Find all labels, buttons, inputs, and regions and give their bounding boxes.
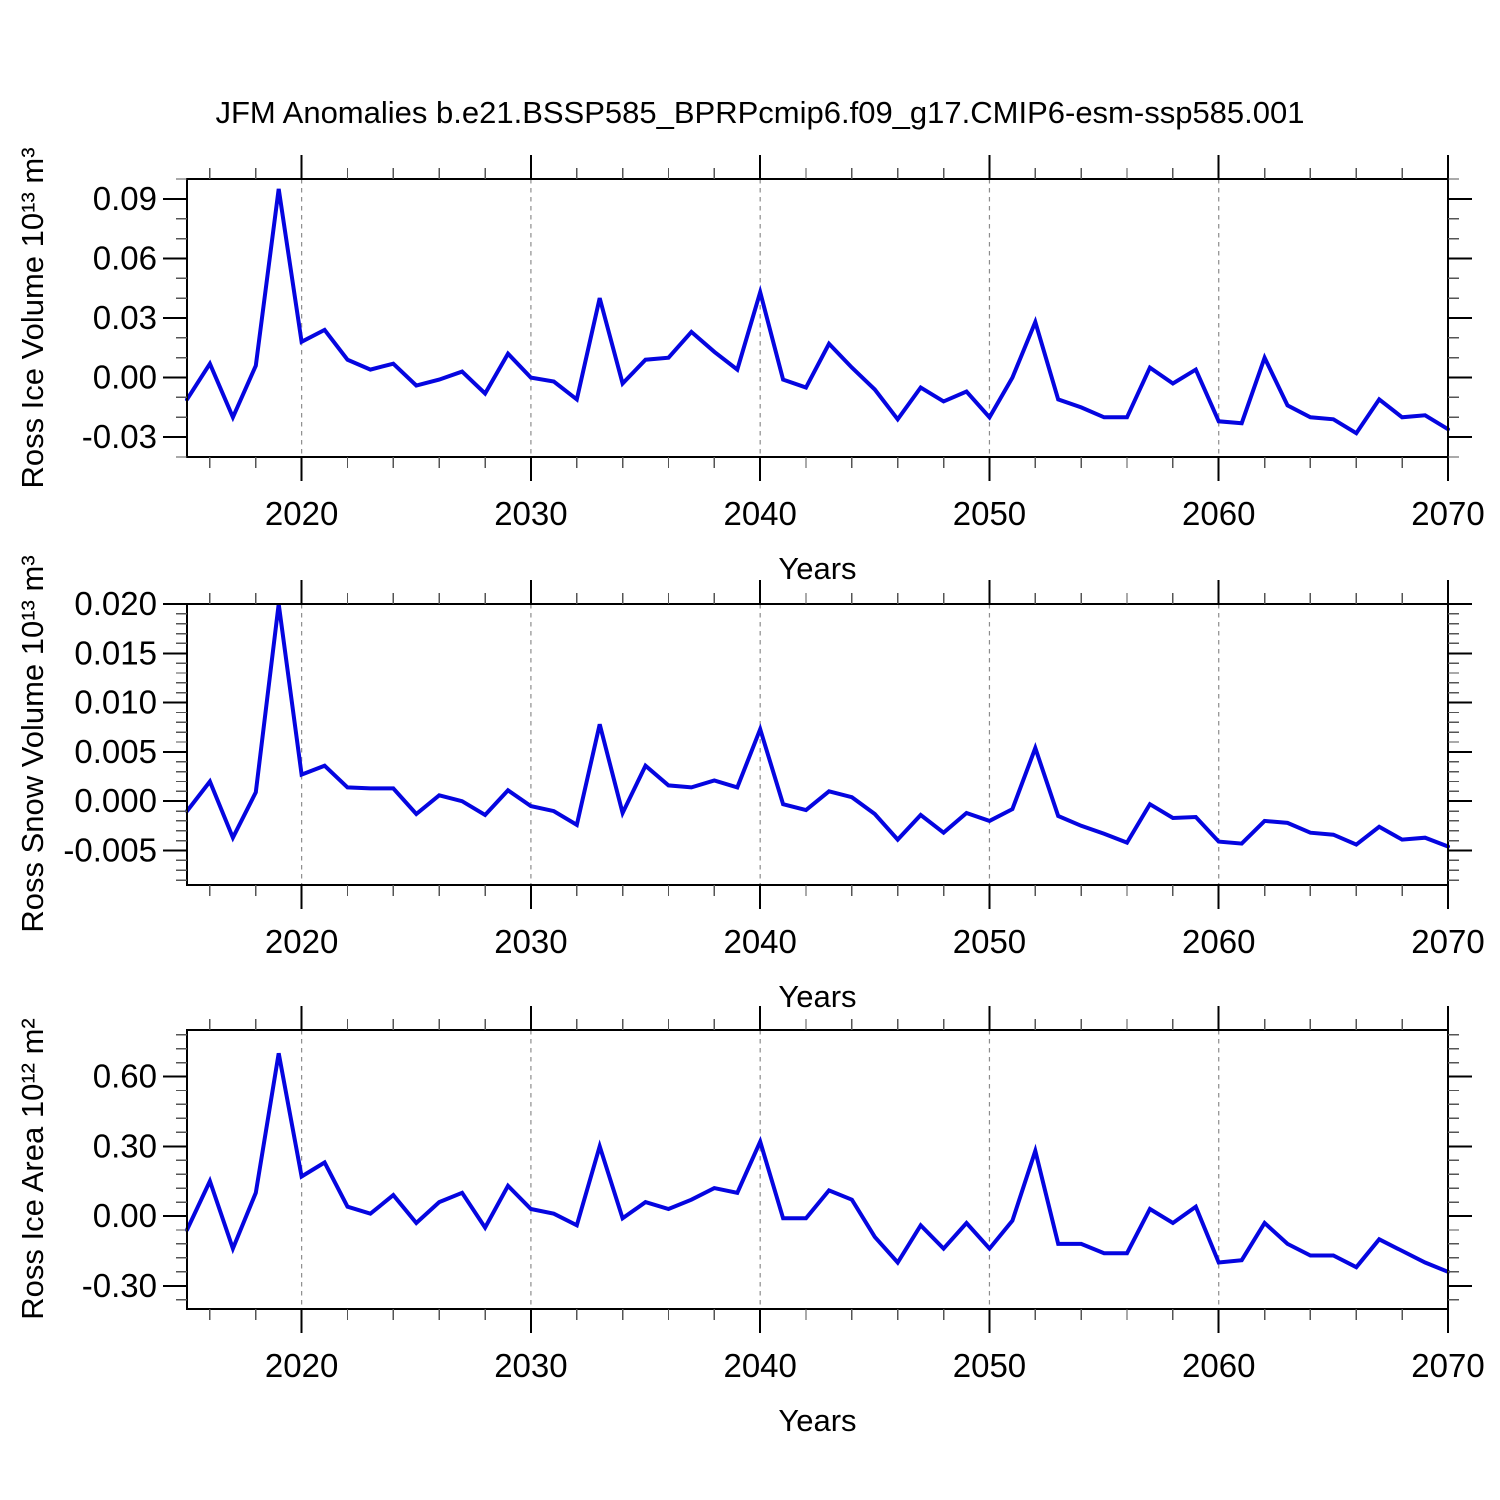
y-axis-label-ice-area: Ross Ice Area 10¹² m² — [15, 1018, 50, 1320]
y-axis-label-ice-volume: Ross Ice Volume 10¹³ m³ — [15, 147, 50, 489]
x-tick-label: 2060 — [1182, 495, 1255, 532]
y-tick-label: -0.03 — [82, 418, 157, 455]
y-tick-label: 0.00 — [93, 1197, 157, 1234]
data-line-ross-ice-area-anomaly — [185, 1052, 1450, 1274]
x-tick-label: 2050 — [953, 923, 1026, 960]
y-tick-label: 0.09 — [93, 180, 157, 217]
x-tick-label: 2020 — [265, 495, 338, 532]
y-tick-label: 0.000 — [74, 782, 157, 819]
x-tick-label: 2030 — [494, 1347, 567, 1384]
x-tick-label: 2070 — [1411, 495, 1484, 532]
plot-border — [186, 603, 1449, 886]
x-tick-label: 2030 — [494, 495, 567, 532]
y-tick-label: 0.020 — [74, 585, 157, 622]
x-axis-label: Years — [778, 551, 856, 586]
y-tick-label: 0.010 — [74, 684, 157, 721]
y-tick-label: 0.015 — [74, 634, 157, 671]
data-line-ross-ice-volume-anomaly — [185, 188, 1450, 436]
x-tick-label: 2050 — [953, 495, 1026, 532]
figure-title: JFM Anomalies b.e21.BSSP585_BPRPcmip6.f0… — [215, 95, 1305, 130]
panel-snow-volume: 2020 2030 2040 2050 2060 2070 -0.005 0.000 0.005… — [63, 580, 1485, 1014]
y-tick-label: 0.60 — [93, 1058, 157, 1095]
x-tick-label: 2040 — [723, 1347, 796, 1384]
y-tick-label: 0.06 — [93, 239, 157, 276]
x-tick-label: 2020 — [265, 1347, 338, 1384]
plot-border — [186, 178, 1449, 458]
x-tick-label: 2040 — [723, 495, 796, 532]
x-tick-label: 2070 — [1411, 923, 1484, 960]
x-tick-label: 2020 — [265, 923, 338, 960]
y-tick-label: 0.005 — [74, 733, 157, 770]
x-tick-label: 2050 — [953, 1347, 1026, 1384]
x-tick-label: 2070 — [1411, 1347, 1484, 1384]
x-axis-label: Years — [778, 979, 856, 1014]
x-tick-label: 2060 — [1182, 1347, 1255, 1384]
y-tick-label: 0.03 — [93, 299, 157, 336]
x-axis-label: Years — [778, 1403, 856, 1438]
x-tick-label: 2040 — [723, 923, 796, 960]
data-line-ross-snow-volume-anomaly — [185, 603, 1450, 849]
x-tick-label: 2030 — [494, 923, 567, 960]
y-tick-label: -0.30 — [82, 1267, 157, 1304]
y-tick-label: 0.30 — [93, 1127, 157, 1164]
plot-border — [186, 1029, 1449, 1310]
y-axis-label-snow-volume: Ross Snow Volume 10¹³ m³ — [15, 555, 50, 933]
panel-ice-area: 2020 2030 2040 2050 2060 2070 -0.30 0.00 0.30 0.6… — [82, 1006, 1485, 1438]
x-tick-label: 2060 — [1182, 923, 1255, 960]
y-tick-label: -0.005 — [63, 831, 157, 868]
y-tick-label: 0.00 — [93, 359, 157, 396]
panel-ice-volume: 2020 2030 2040 2050 2060 2070 -0.03 0.00 0.03 0.0… — [82, 155, 1485, 586]
